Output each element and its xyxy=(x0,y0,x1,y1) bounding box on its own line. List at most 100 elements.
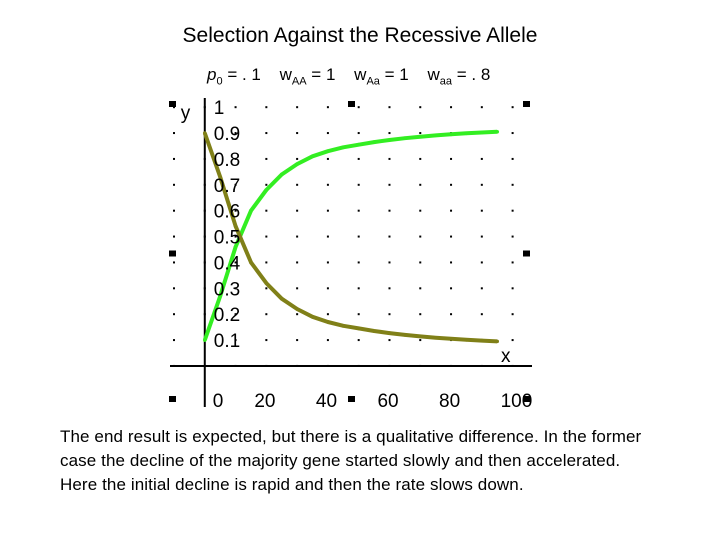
grid-dot xyxy=(326,106,329,109)
grid-dot xyxy=(480,313,483,316)
series-1-point xyxy=(418,134,423,139)
selection-handle xyxy=(523,396,530,402)
grid-dot xyxy=(419,132,422,135)
grid-dot xyxy=(296,157,299,160)
grid-dot xyxy=(480,157,483,160)
series-1-point xyxy=(310,154,315,159)
grid-dot xyxy=(511,287,514,290)
series-2-point xyxy=(279,296,284,301)
tick-labels: 0.1 0.2 0.3 0.4 0.5 0.6 0.7 0.8 0.9 1 0 20 40 60 80 100… xyxy=(181,98,533,412)
grid-dot xyxy=(357,132,360,135)
y-tick-label: 0.3 xyxy=(214,279,240,300)
grid-dot xyxy=(234,157,237,160)
series-lines xyxy=(202,129,500,344)
grid-dot xyxy=(357,183,360,186)
allele-frequency-chart: 0.1 0.2 0.3 0.4 0.5 0.6 0.7 0.8 0.9 1 0 20 40 60 80 100… xyxy=(169,98,533,412)
grid-dot xyxy=(357,339,360,342)
grid-dot xyxy=(326,287,329,290)
wAA-value: = 1 xyxy=(306,65,336,84)
series-2-point xyxy=(464,338,469,342)
series-2-point xyxy=(341,324,346,328)
y-tick-label: 0.6 xyxy=(214,202,240,223)
grid-dot xyxy=(234,183,237,186)
series-2-point xyxy=(495,339,500,344)
waa-value: = . 8 xyxy=(452,65,491,84)
grid-dot xyxy=(450,261,453,264)
chart-title: Selection Against the Recessive Allele xyxy=(182,24,538,47)
series-1-point xyxy=(372,140,376,144)
grid-dot xyxy=(296,287,299,290)
grid-dot xyxy=(419,287,422,290)
grid-dot xyxy=(173,106,175,109)
series-2-point xyxy=(218,175,222,179)
grid-dot xyxy=(388,209,391,212)
grid-dot xyxy=(173,132,175,135)
series-2-point xyxy=(433,335,438,340)
grid-dot xyxy=(419,209,422,212)
grid-dot xyxy=(265,261,268,264)
wAa-symbol: w xyxy=(354,65,367,84)
grid-dot xyxy=(265,132,268,135)
wAa-subscript: Aa xyxy=(366,75,380,88)
p0-symbol: p xyxy=(207,65,217,84)
series-2-point xyxy=(295,307,299,311)
grid-dot xyxy=(173,287,175,290)
grid-dot xyxy=(234,313,237,316)
series-2-point xyxy=(372,329,376,333)
explanation-paragraph: The end result is expected, but there is… xyxy=(60,427,642,494)
grid-dot xyxy=(511,261,514,264)
grid-dot xyxy=(511,132,514,135)
series-1-point xyxy=(356,142,361,147)
grid-dot xyxy=(357,287,360,290)
grid-dot xyxy=(357,157,360,160)
grid-dot xyxy=(419,261,422,264)
selection-handle xyxy=(169,396,176,402)
grid-dot xyxy=(296,183,299,186)
selection-handle xyxy=(523,250,530,257)
selection-handle xyxy=(348,101,355,107)
series-1-point xyxy=(249,208,253,213)
grid-dot xyxy=(450,209,453,212)
grid-dot xyxy=(265,106,268,109)
grid-dot xyxy=(296,261,299,264)
grid-dot xyxy=(480,209,483,212)
grid-dot xyxy=(296,132,299,135)
grid-dot xyxy=(357,209,360,212)
grid-dot xyxy=(265,313,268,316)
y-tick-label: 0.5 xyxy=(214,228,240,249)
grid-dot xyxy=(357,235,360,238)
grid-dot xyxy=(450,183,453,186)
grid-dot xyxy=(480,183,483,186)
series-line-1 xyxy=(202,129,498,341)
parameter-line: p0 = . 1 wAA = 1 wAa = 1 waa = . 8 xyxy=(207,65,490,87)
grid-dot xyxy=(234,261,237,264)
x-tick-label: 20 xyxy=(254,391,275,412)
grid-dot xyxy=(511,313,514,316)
grid-dot xyxy=(419,339,422,342)
grid-dot xyxy=(419,157,422,160)
grid-dot xyxy=(388,339,391,342)
grid-dot xyxy=(326,339,329,342)
series-1-point xyxy=(218,294,222,298)
grid-dot xyxy=(419,313,422,316)
grid-dot xyxy=(450,235,453,238)
series-1-point xyxy=(403,136,407,141)
series-2-point xyxy=(249,260,253,265)
grid-dot xyxy=(450,157,453,160)
grid-dot xyxy=(173,261,175,264)
grid-dot xyxy=(511,209,514,212)
series-2-point xyxy=(403,333,407,337)
grid-dot xyxy=(173,313,175,316)
wAA-subscript: AA xyxy=(291,75,307,88)
grid-dot xyxy=(265,287,268,290)
grid-dot xyxy=(388,106,391,109)
series-2-point xyxy=(480,338,484,343)
grid-dot xyxy=(326,183,329,186)
grid-dot xyxy=(326,261,329,264)
grid-dot xyxy=(388,157,391,160)
wAA-symbol: w xyxy=(279,65,292,84)
series-2-point xyxy=(418,334,423,339)
grid-dot xyxy=(326,313,329,316)
series-1-point xyxy=(433,133,438,138)
series-1-point xyxy=(295,162,299,166)
